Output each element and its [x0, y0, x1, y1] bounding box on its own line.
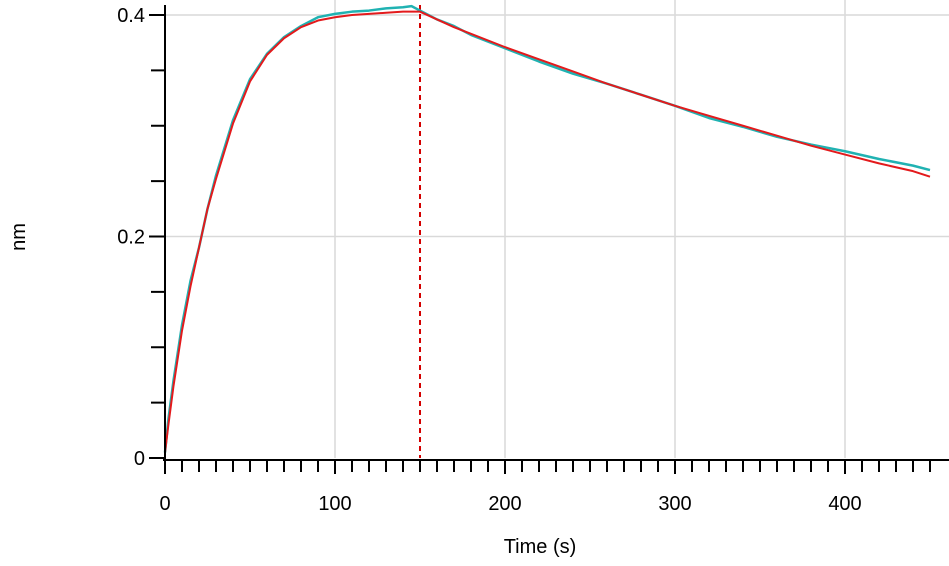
y-tick-label: 0.4	[117, 5, 145, 27]
x-axis-title: Time (s)	[504, 536, 577, 558]
axes-layer: 0 100 200 300 400 0 0.2 0.4	[117, 5, 949, 515]
series-line	[164, 10, 931, 453]
series-line	[163, 4, 931, 453]
x-tick-label: 400	[828, 493, 861, 515]
y-tick-label: 0	[134, 448, 145, 470]
x-tick-label: 0	[159, 493, 170, 515]
x-tick-label: 200	[488, 493, 521, 515]
x-tick-label: 100	[318, 493, 351, 515]
series-layer	[163, 4, 931, 453]
x-tick-label: 300	[658, 493, 691, 515]
y-axis-title: nm	[8, 223, 30, 251]
y-tick-label: 0.2	[117, 227, 145, 249]
grid-layer	[165, 0, 949, 458]
